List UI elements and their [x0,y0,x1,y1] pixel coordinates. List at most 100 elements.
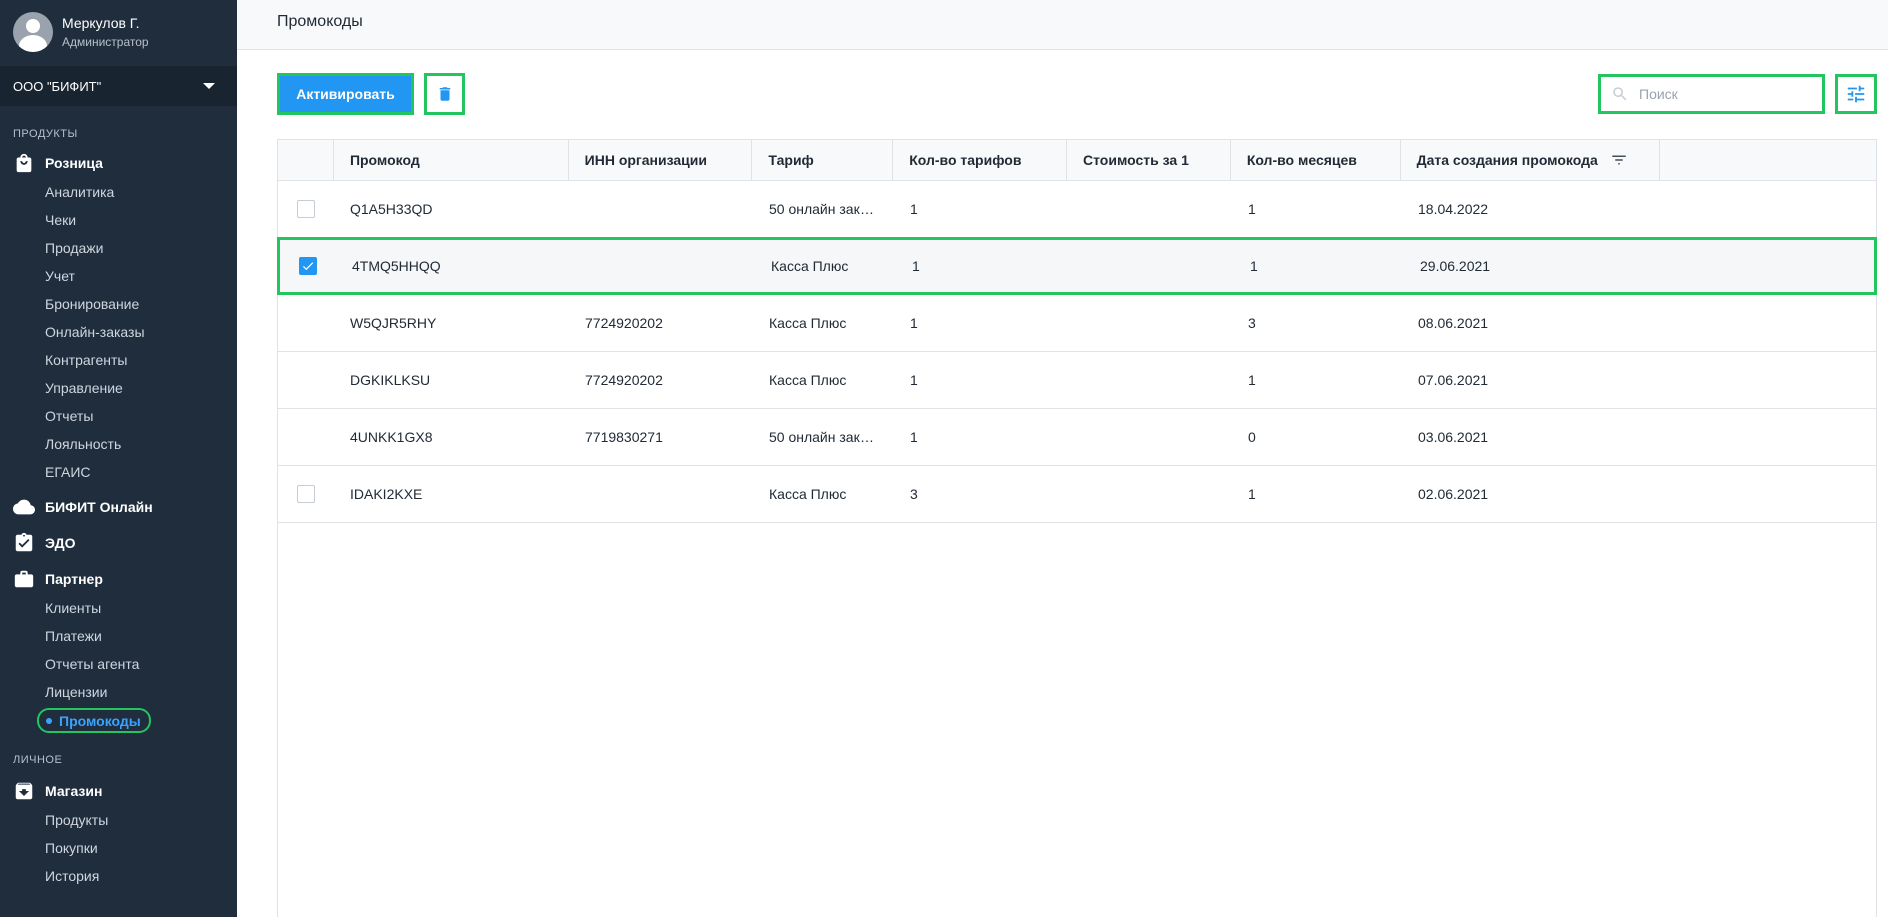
sort-lines-icon[interactable] [1610,151,1628,169]
user-profile[interactable]: Меркулов Г. Администратор [0,0,237,64]
sidebar-item-clients[interactable]: Клиенты [45,600,102,616]
sidebar-item-accounting[interactable]: Учет [45,268,75,284]
cell-tariff: 50 онлайн заказов [753,409,894,465]
user-name: Меркулов Г. [62,15,140,31]
sidebar-item-agent-reports[interactable]: Отчеты агента [45,656,140,672]
sidebar-item-sales[interactable]: Продажи [45,240,104,256]
sidebar-item-egais[interactable]: ЕГАИС [45,464,91,480]
cell-inn [571,240,755,292]
cell-tariff-text: 50 онлайн заказов [769,201,881,217]
header-created-date[interactable]: Дата создания промокода [1401,140,1661,180]
table-row[interactable]: IDAKI2KXE Касса Плюс 3 1 02.06.2021 [278,466,1876,523]
clipboard-check-icon [15,532,33,552]
cell-price [1068,466,1232,522]
table-row-selected[interactable]: 4TMQ5HHQQ Касса Плюс 1 1 29.06.2021 [277,237,1877,295]
cell-months: 1 [1248,486,1256,502]
table-row[interactable]: DGKIKLKSU 7724920202 Касса Плюс 1 1 07.0… [278,352,1876,409]
sidebar-group-label: Розница [45,155,103,171]
sidebar-item-contractors[interactable]: Контрагенты [45,352,128,368]
cloud-icon [13,499,35,515]
sidebar-item-purchases[interactable]: Покупки [45,840,98,856]
header-promocode[interactable]: Промокод [334,140,569,180]
sidebar-item-promocodes[interactable]: Промокоды [0,706,237,736]
cell-price [1068,352,1232,408]
cell-date: 02.06.2021 [1418,486,1489,502]
header-label: Дата создания промокода [1416,152,1598,168]
sidebar-item-management[interactable]: Управление [45,380,123,396]
cell-tariff: Касса Плюс [753,352,894,408]
sidebar-group-label: Партнер [45,571,103,587]
shop-items: Продукты Покупки История [0,806,237,890]
search-input[interactable] [1639,86,1809,102]
cell-months: 3 [1248,315,1256,331]
sidebar-group-shop[interactable]: Магазин [0,776,237,806]
filter-settings-button[interactable] [1835,74,1877,114]
org-selector[interactable]: ООО "БИФИТ" [0,66,237,106]
cell-inn: 7724920202 [585,372,663,388]
sidebar-item-products[interactable]: Продукты [45,812,109,828]
sidebar-item-receipts[interactable]: Чеки [45,212,77,228]
sidebar-group-label: Магазин [45,783,103,799]
header-price[interactable]: Стоимость за 1 [1067,140,1231,180]
sidebar-group-edo[interactable]: ЭДО [0,528,237,558]
header-months[interactable]: Кол-во месяцев [1231,140,1401,180]
cell-code: 4UNKK1GX8 [350,429,433,445]
row-select [278,181,334,237]
sidebar-group-retail[interactable]: Розница [0,148,237,178]
row-select [280,240,336,292]
table-row[interactable]: 4UNKK1GX8 7719830271 50 онлайн заказов 1… [278,409,1876,466]
sidebar-item-payments[interactable]: Платежи [45,628,102,644]
sidebar-item-online-orders[interactable]: Онлайн-заказы [45,324,145,340]
header-tariffs-count[interactable]: Кол-во тарифов [893,140,1068,180]
sidebar-group-label: БИФИТ Онлайн [45,499,153,515]
sidebar-item-reports[interactable]: Отчеты [45,408,94,424]
row-checkbox-checked[interactable] [299,257,317,275]
cell-tariffs-count: 3 [910,486,918,502]
topbar: Промокоды [237,0,1888,50]
cell-inn [569,181,753,237]
sidebar-item-booking[interactable]: Бронирование [45,296,140,312]
partner-items: Клиенты Платежи Отчеты агента Лицензии П… [0,594,237,736]
org-name: ООО "БИФИТ" [13,78,102,94]
cell-date: 29.06.2021 [1420,258,1491,274]
row-checkbox[interactable] [297,485,315,503]
user-role: Администратор [62,35,149,49]
header-tariff[interactable]: Тариф [752,140,894,180]
cell-tariff-text: Касса Плюс [769,486,847,502]
cell-code: Q1A5H33QD [350,201,433,217]
sidebar-item-history[interactable]: История [45,868,100,884]
header-inn[interactable]: ИНН организации [569,140,753,180]
cell-code: 4TMQ5HHQQ [352,258,441,274]
cell-inn: 7724920202 [585,315,663,331]
cell-code: DGKIKLKSU [350,372,431,388]
cell-tariff: Касса Плюс [753,466,894,522]
trash-icon [439,87,450,101]
sidebar-item-licenses[interactable]: Лицензии [45,684,108,700]
table-row[interactable]: W5QJR5RHY 7724920202 Касса Плюс 1 3 08.0… [278,295,1876,352]
sidebar-item-loyalty[interactable]: Лояльность [45,436,122,452]
row-checkbox[interactable] [297,200,315,218]
sidebar-item-analytics[interactable]: Аналитика [45,184,115,200]
cell-tariffs-count: 1 [910,315,918,331]
check-icon [302,262,314,271]
shopping-bag-icon [16,153,32,173]
row-select [278,352,334,408]
search-field[interactable] [1598,74,1825,114]
sidebar: Меркулов Г. Администратор ООО "БИФИТ" ПР… [0,0,237,917]
cell-months: 0 [1248,429,1256,445]
cell-inn: 7719830271 [585,429,663,445]
caret-down-icon [203,83,215,89]
cell-months: 1 [1248,201,1256,217]
delete-button[interactable] [424,73,465,115]
row-select [278,466,334,522]
sidebar-group-partner[interactable]: Партнер [0,564,237,594]
sidebar-group-bifit-online[interactable]: БИФИТ Онлайн [0,492,237,522]
retail-items: Аналитика Чеки Продажи Учет Бронирование… [0,178,237,486]
table-row[interactable]: Q1A5H33QD 50 онлайн заказов 1 1 18.04.20… [278,181,1876,238]
activate-button[interactable]: Активировать [277,73,414,115]
briefcase-icon [14,570,34,588]
cell-price [1068,295,1232,351]
cell-tariff-text: Касса Плюс [769,372,847,388]
cell-tariff: Касса Плюс [753,295,894,351]
sliders-icon [1847,85,1865,103]
